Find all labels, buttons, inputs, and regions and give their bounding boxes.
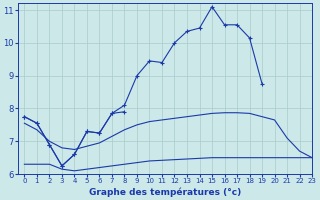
X-axis label: Graphe des températures (°c): Graphe des températures (°c) [89,187,241,197]
